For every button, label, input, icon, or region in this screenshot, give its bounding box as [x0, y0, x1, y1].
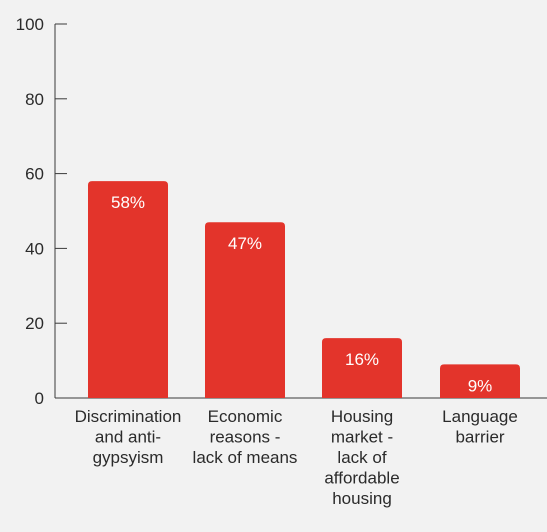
bar: [88, 181, 168, 398]
x-category-label-line: Economic: [208, 407, 283, 426]
bar-value-label: 16%: [345, 350, 379, 369]
bar: [322, 338, 402, 398]
y-tick-label: 60: [25, 165, 44, 184]
y-tick-label: 100: [16, 15, 44, 34]
bars: 58% 47% 16% 9%: [88, 181, 520, 398]
x-category-label-line: reasons -: [210, 428, 281, 447]
bar-value-label: 47%: [228, 234, 262, 253]
y-tick-label: 40: [25, 239, 44, 258]
x-category-label-line: barrier: [455, 428, 504, 447]
x-category-label-line: Housing: [331, 407, 393, 426]
y-tick-label: 0: [35, 389, 44, 408]
x-category-label: Economic reasons -lack of means: [193, 407, 298, 467]
bar-value-label: 58%: [111, 193, 145, 212]
bar: [205, 222, 285, 398]
y-tick-label: 20: [25, 314, 44, 333]
bar-value-label: 9%: [468, 376, 493, 395]
x-category-label-line: and anti-: [95, 428, 161, 447]
y-tick-label: 80: [25, 90, 44, 109]
x-category-label-line: lack of means: [193, 448, 298, 467]
x-category-label-line: Language: [442, 407, 518, 426]
x-category-label-line: market -: [331, 428, 393, 447]
x-category-label-line: affordable: [324, 469, 399, 488]
x-category-label-line: lack of: [337, 448, 386, 467]
x-category-label: Discrimination and anti-gypsyism: [75, 407, 182, 467]
x-category-label-line: housing: [332, 489, 392, 508]
x-axis-labels: Discrimination and anti-gypsyism Economic r…: [75, 407, 518, 508]
bar: [440, 364, 520, 398]
x-category-label-line: Discrimination: [75, 407, 182, 426]
x-category-label-line: gypsyism: [93, 448, 164, 467]
y-axis: 0 20 40 60 80 100: [16, 15, 547, 408]
x-category-label: Housing market -lack of affordable housing: [324, 407, 399, 508]
x-category-label: Language barrier: [442, 407, 518, 447]
